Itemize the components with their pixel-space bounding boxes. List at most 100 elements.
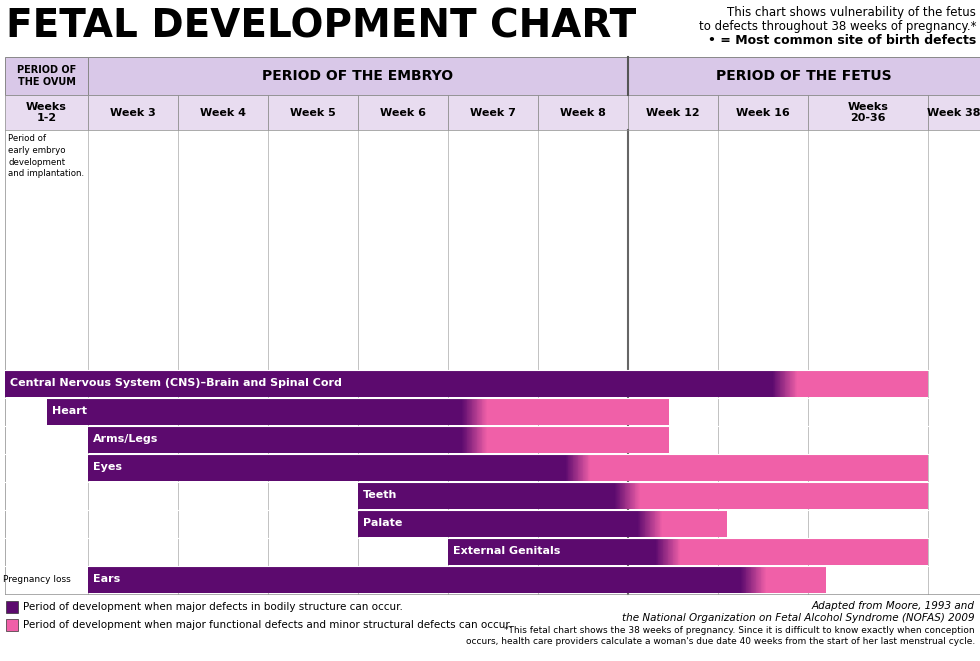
Bar: [760, 566, 761, 593]
Bar: [480, 398, 482, 425]
Bar: [749, 566, 750, 593]
Bar: [88, 566, 741, 593]
Bar: [462, 398, 463, 425]
Bar: [484, 398, 485, 425]
Text: Period of development when major defects in bodily structure can occur.: Period of development when major defects…: [23, 602, 403, 612]
Bar: [788, 370, 789, 397]
Bar: [656, 538, 658, 565]
Bar: [582, 454, 583, 481]
Bar: [655, 538, 657, 565]
Bar: [661, 510, 662, 537]
Text: Ears: Ears: [93, 574, 121, 584]
Bar: [486, 426, 668, 453]
Bar: [657, 538, 658, 565]
Bar: [624, 482, 626, 509]
Bar: [471, 398, 472, 425]
Bar: [584, 454, 585, 481]
Bar: [641, 510, 643, 537]
Bar: [616, 482, 617, 509]
Bar: [579, 454, 580, 481]
Bar: [626, 482, 627, 509]
Bar: [773, 370, 775, 397]
Bar: [5, 57, 88, 95]
Bar: [486, 398, 487, 425]
Bar: [775, 370, 777, 397]
Bar: [570, 454, 571, 481]
Bar: [573, 454, 574, 481]
Bar: [793, 370, 794, 397]
Bar: [658, 510, 660, 537]
Bar: [756, 566, 757, 593]
Bar: [479, 426, 480, 453]
Bar: [792, 370, 794, 397]
Bar: [647, 510, 649, 537]
Bar: [640, 482, 928, 509]
Bar: [755, 566, 756, 593]
Text: PERIOD OF THE EMBRYO: PERIOD OF THE EMBRYO: [263, 69, 454, 83]
Bar: [619, 482, 621, 509]
Bar: [475, 426, 476, 453]
Bar: [464, 426, 465, 453]
Bar: [675, 538, 676, 565]
Bar: [776, 370, 777, 397]
Bar: [475, 398, 477, 425]
Bar: [581, 454, 582, 481]
Bar: [642, 510, 643, 537]
Bar: [588, 454, 590, 481]
Bar: [787, 370, 788, 397]
Bar: [486, 398, 668, 425]
Bar: [480, 426, 481, 453]
Bar: [636, 482, 638, 509]
Bar: [631, 482, 632, 509]
Bar: [570, 454, 572, 481]
Bar: [662, 538, 663, 565]
Bar: [747, 566, 749, 593]
Bar: [565, 454, 566, 481]
Bar: [577, 454, 579, 481]
Bar: [475, 426, 477, 453]
Bar: [758, 566, 759, 593]
Bar: [743, 566, 745, 593]
Text: occurs, health care providers calculate a woman's due date 40 weeks from the sta: occurs, health care providers calculate …: [466, 637, 975, 646]
Bar: [639, 482, 640, 509]
Bar: [476, 398, 478, 425]
Bar: [665, 538, 666, 565]
Bar: [671, 538, 673, 565]
Bar: [465, 398, 466, 425]
Bar: [483, 398, 484, 425]
Bar: [779, 370, 780, 397]
Bar: [644, 510, 645, 537]
Bar: [773, 370, 774, 397]
Bar: [486, 426, 487, 453]
Bar: [617, 482, 618, 509]
Bar: [565, 454, 567, 481]
Bar: [762, 566, 763, 593]
Bar: [772, 370, 773, 397]
Bar: [666, 538, 668, 565]
Bar: [580, 454, 581, 481]
Bar: [794, 370, 795, 397]
Bar: [538, 95, 628, 130]
Text: Week 7: Week 7: [470, 108, 515, 118]
Bar: [761, 566, 762, 593]
Bar: [469, 398, 471, 425]
Bar: [778, 370, 779, 397]
Bar: [741, 566, 742, 593]
Bar: [474, 398, 475, 425]
Bar: [679, 538, 680, 565]
Bar: [741, 566, 743, 593]
Text: FETAL DEVELOPMENT CHART: FETAL DEVELOPMENT CHART: [6, 8, 636, 46]
Bar: [789, 370, 790, 397]
Text: • = Most common site of birth defects: • = Most common site of birth defects: [708, 34, 976, 47]
Bar: [625, 482, 626, 509]
Bar: [791, 370, 793, 397]
Bar: [784, 370, 785, 397]
Bar: [485, 426, 486, 453]
Bar: [467, 426, 468, 453]
Bar: [643, 510, 644, 537]
Text: Adapted from Moore, 1993 and: Adapted from Moore, 1993 and: [812, 601, 975, 611]
Text: Week 16: Week 16: [736, 108, 790, 118]
Bar: [473, 426, 474, 453]
Bar: [667, 538, 668, 565]
Bar: [659, 510, 660, 537]
